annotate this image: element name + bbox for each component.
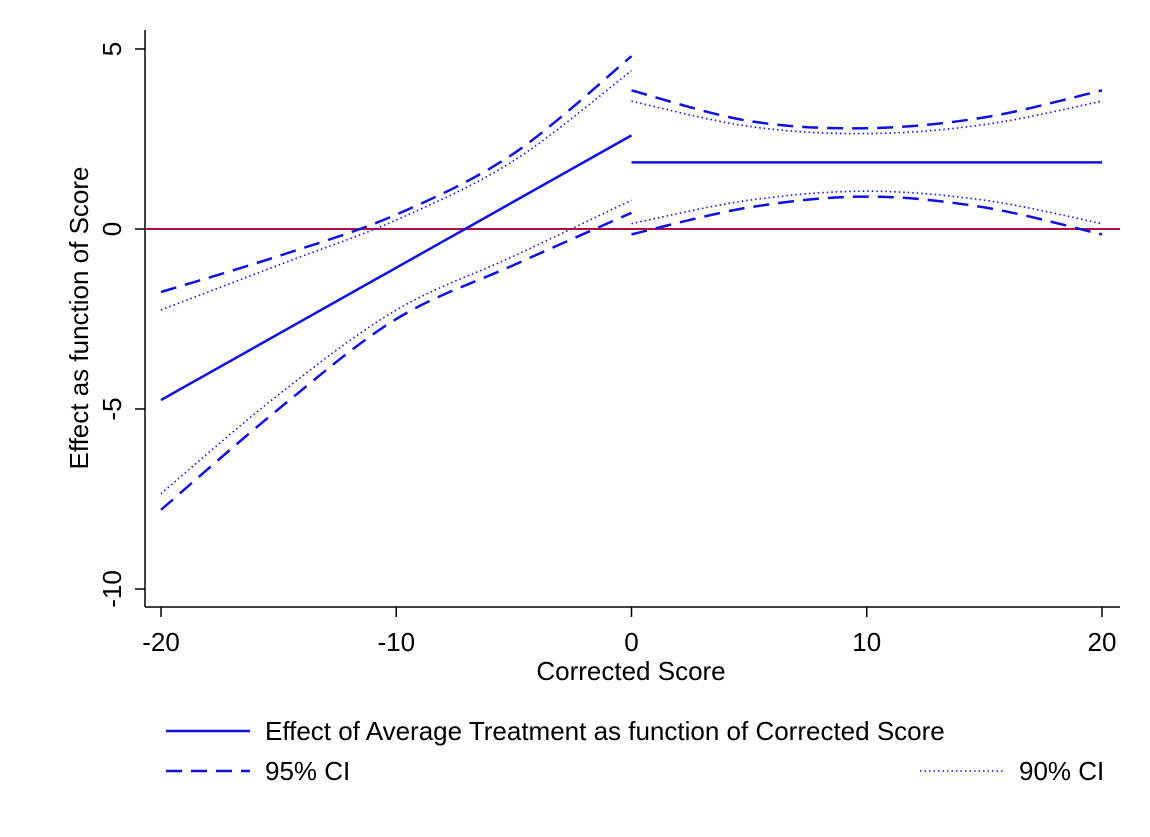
plot-lines (145, 55, 1120, 511)
x-tick-label-4: 20 (1088, 627, 1117, 657)
y-tick-label-0: -10 (97, 570, 127, 608)
x-tick-label-0: -20 (142, 627, 180, 657)
y-tick-label-1: -5 (97, 397, 127, 420)
series-95ci-segment-0 (160, 55, 633, 294)
legend-label-95ci: 95% CI (265, 756, 350, 786)
x-tick-label-1: -10 (377, 627, 415, 657)
series-90ci-segment-1 (631, 100, 1103, 135)
y-tick-label-3: 5 (97, 42, 127, 56)
series-90ci-segment-0 (160, 69, 632, 311)
legend: Effect of Average Treatment as function … (166, 716, 1104, 786)
legend-label-effect: Effect of Average Treatment as function … (265, 716, 945, 746)
series-effect-segment-0 (160, 134, 633, 402)
y-tick-label-2: 0 (97, 222, 127, 236)
series-95ci-segment-2 (160, 211, 633, 511)
x-axis-title: Corrected Score (536, 656, 725, 686)
x-tick-label-2: 0 (624, 627, 638, 657)
legend-label-90ci: 90% CI (1019, 756, 1104, 786)
series-95ci-segment-3 (631, 195, 1103, 236)
x-tick-label-3: 10 (852, 627, 881, 657)
axes: -20 -10 0 10 20 -10 -5 0 5 (97, 30, 1120, 657)
series-95ci-segment-1 (631, 89, 1103, 130)
series-90ci-segment-3 (631, 190, 1103, 225)
y-axis-title: Effect as function of Score (64, 166, 94, 469)
